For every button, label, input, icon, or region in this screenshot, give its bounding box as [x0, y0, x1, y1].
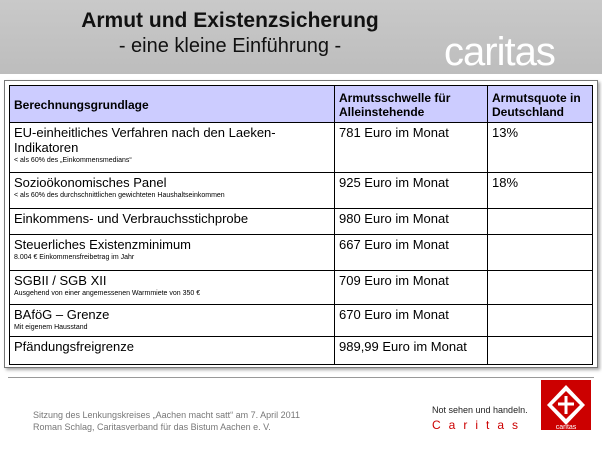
table-row: SGBII / SGB XII Ausgehend von einer ange… [9, 270, 593, 305]
poverty-threshold-table: Berechnungsgrundlage Armutsschwelle für … [9, 85, 593, 365]
header-threshold: Armutsschwelle für Alleinstehende [334, 85, 488, 123]
slogan-text: Not sehen und handeln. [432, 405, 528, 415]
basis-note: 8.004 € Einkommensfreibetrag im Jahr [14, 254, 135, 261]
rate-value: 13% [492, 125, 519, 140]
header-rate: Armutsquote in Deutschland [487, 85, 593, 123]
cell-rate: 18% [487, 172, 593, 209]
basis-note: < als 60% des durchschnittlichen gewicht… [14, 192, 225, 199]
slide-subtitle: - eine kleine Einführung - [118, 35, 342, 57]
cell-basis: EU-einheitliches Verfahren nach den Laek… [9, 122, 335, 173]
cell-basis: Einkommens- und Verbrauchsstichprobe [9, 208, 335, 235]
threshold-value: 781 Euro im Monat [339, 125, 449, 140]
cell-threshold: 925 Euro im Monat [334, 172, 488, 209]
cell-threshold: 667 Euro im Monat [334, 234, 488, 271]
basis-label: Einkommens- und Verbrauchsstichprobe [14, 211, 249, 226]
basis-label: Sozioökonomisches Panel [14, 175, 167, 190]
table-frame: Berechnungsgrundlage Armutsschwelle für … [4, 80, 598, 368]
slide-title: Armut und Existenzsicherung [81, 9, 379, 32]
table-row: Einkommens- und Verbrauchsstichprobe 980… [9, 208, 593, 235]
threshold-value: 989,99 Euro im Monat [339, 339, 467, 354]
table-row: BAföG – Grenze Mit eigenem Hausstand 670… [9, 304, 593, 337]
cell-rate [487, 234, 593, 271]
threshold-value: 670 Euro im Monat [339, 307, 449, 322]
caritas-watermark: caritas [444, 30, 556, 74]
cell-rate: 13% [487, 122, 593, 173]
basis-note: Ausgehend von einer angemessenen Warmmie… [14, 290, 201, 297]
basis-label: Pfändungsfreigrenze [14, 339, 134, 354]
cell-threshold: 670 Euro im Monat [334, 304, 488, 337]
threshold-value: 925 Euro im Monat [339, 175, 449, 190]
table-row: Pfändungsfreigrenze 989,99 Euro im Monat [9, 336, 593, 365]
cell-basis: BAföG – Grenze Mit eigenem Hausstand [9, 304, 335, 337]
cell-basis: Sozioökonomisches Panel < als 60% des du… [9, 172, 335, 209]
cell-rate [487, 208, 593, 235]
table-header-row: Berechnungsgrundlage Armutsschwelle für … [9, 85, 593, 123]
footer-divider [8, 377, 594, 378]
basis-label: Steuerliches Existenzminimum [14, 237, 192, 252]
cell-rate [487, 304, 593, 337]
cell-threshold: 709 Euro im Monat [334, 270, 488, 305]
threshold-value: 709 Euro im Monat [339, 273, 449, 288]
basis-note: < als 60% des „Einkommensmedians“ [14, 157, 132, 164]
cell-rate [487, 336, 593, 365]
caritas-wordmark: Caritas [432, 418, 527, 432]
basis-note: Mit eigenem Hausstand [14, 324, 88, 331]
table-row: Sozioökonomisches Panel < als 60% des du… [9, 172, 593, 209]
footer-meeting-info: Sitzung des Lenkungskreises „Aachen mach… [33, 409, 300, 433]
cell-basis: SGBII / SGB XII Ausgehend von einer ange… [9, 270, 335, 305]
cell-threshold: 989,99 Euro im Monat [334, 336, 488, 365]
logo-caption: caritas [556, 424, 577, 430]
cell-threshold: 781 Euro im Monat [334, 122, 488, 173]
cell-basis: Pfändungsfreigrenze [9, 336, 335, 365]
table-row: Steuerliches Existenzminimum 8.004 € Ein… [9, 234, 593, 271]
cell-rate [487, 270, 593, 305]
basis-label: BAföG – Grenze [14, 307, 110, 322]
footer-line-2: Roman Schlag, Caritasverband für das Bis… [33, 422, 271, 432]
header-basis: Berechnungsgrundlage [9, 85, 335, 123]
basis-label: EU-einheitliches Verfahren nach den Laek… [14, 125, 276, 155]
basis-label: SGBII / SGB XII [14, 273, 107, 288]
table-row: EU-einheitliches Verfahren nach den Laek… [9, 122, 593, 173]
cell-threshold: 980 Euro im Monat [334, 208, 488, 235]
threshold-value: 667 Euro im Monat [339, 237, 449, 252]
footer-line-1: Sitzung des Lenkungskreises „Aachen mach… [33, 410, 300, 420]
header-band: Armut und Existenzsicherung - eine klein… [0, 0, 602, 74]
cell-basis: Steuerliches Existenzminimum 8.004 € Ein… [9, 234, 335, 271]
rate-value: 18% [492, 175, 519, 190]
caritas-logo-icon: caritas [541, 380, 591, 430]
threshold-value: 980 Euro im Monat [339, 211, 449, 226]
